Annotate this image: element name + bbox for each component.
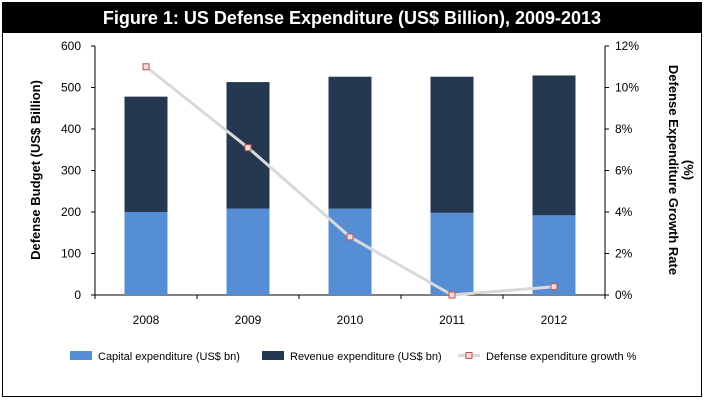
y2-tick-label: 4% xyxy=(615,205,633,219)
bar-revenue-expenditure xyxy=(532,75,576,216)
y-axis-title: Defense Budget (US$ Billion) xyxy=(28,80,43,260)
legend-swatch-capital xyxy=(70,351,92,360)
x-tick-label: 2012 xyxy=(541,313,568,327)
y2-tick-label: 0% xyxy=(615,288,633,302)
growth-point xyxy=(142,63,150,71)
bar-capital-expenditure xyxy=(430,212,474,295)
y2-tick-label: 6% xyxy=(615,164,633,178)
growth-point xyxy=(346,233,354,241)
y2-tick-label: 2% xyxy=(615,247,633,261)
legend: Capital expenditure (US$ bn) Revenue exp… xyxy=(70,351,637,363)
bar-capital-expenditure xyxy=(226,208,270,295)
y-tick-label: 400 xyxy=(61,122,81,136)
x-tick-label: 2008 xyxy=(133,313,160,327)
bar-revenue-expenditure xyxy=(328,76,372,209)
bar-revenue-expenditure xyxy=(124,96,168,212)
legend-swatch-growth-marker xyxy=(465,352,473,359)
x-tick-label: 2011 xyxy=(439,313,465,327)
plot-area: 0 100 200 300 400 500 600 0% 2% 4% 6% 8% 10% 12% 2008 2… xyxy=(61,39,639,327)
y-tick-label: 500 xyxy=(61,81,81,95)
x-tick-label: 2010 xyxy=(337,313,364,327)
y-tick-label: 600 xyxy=(61,39,81,53)
growth-point xyxy=(550,283,558,291)
bar-capital-expenditure xyxy=(124,212,168,295)
y2-tick-label: 12% xyxy=(615,39,639,53)
bar-capital-expenditure xyxy=(532,215,576,295)
x-tick-label: 2009 xyxy=(235,313,262,327)
bar-capital-expenditure xyxy=(328,208,372,295)
legend-label-capital: Capital expenditure (US$ bn) xyxy=(98,351,240,363)
legend-swatch-revenue xyxy=(262,351,284,360)
y2-axis-title-line2: (%) xyxy=(681,160,696,180)
y-tick-label: 200 xyxy=(61,205,81,219)
growth-point xyxy=(448,291,456,299)
y-tick-label: 100 xyxy=(61,247,81,261)
y-tick-label: 0 xyxy=(74,288,81,302)
bar-revenue-expenditure xyxy=(430,76,474,213)
legend-label-revenue: Revenue expenditure (US$ bn) xyxy=(290,351,442,363)
y2-axis-title-line1: Defense Expenditure Growth Rate xyxy=(666,65,681,275)
chart-frame: Figure 1: US Defense Expenditure (US$ Bi… xyxy=(2,2,702,397)
y2-tick-label: 10% xyxy=(615,81,639,95)
y-tick-label: 300 xyxy=(61,164,81,178)
growth-point xyxy=(244,144,252,152)
y2-tick-label: 8% xyxy=(615,122,633,136)
chart-title: Figure 1: US Defense Expenditure (US$ Bi… xyxy=(3,3,701,33)
legend-label-growth: Defense expenditure growth % xyxy=(486,351,637,363)
